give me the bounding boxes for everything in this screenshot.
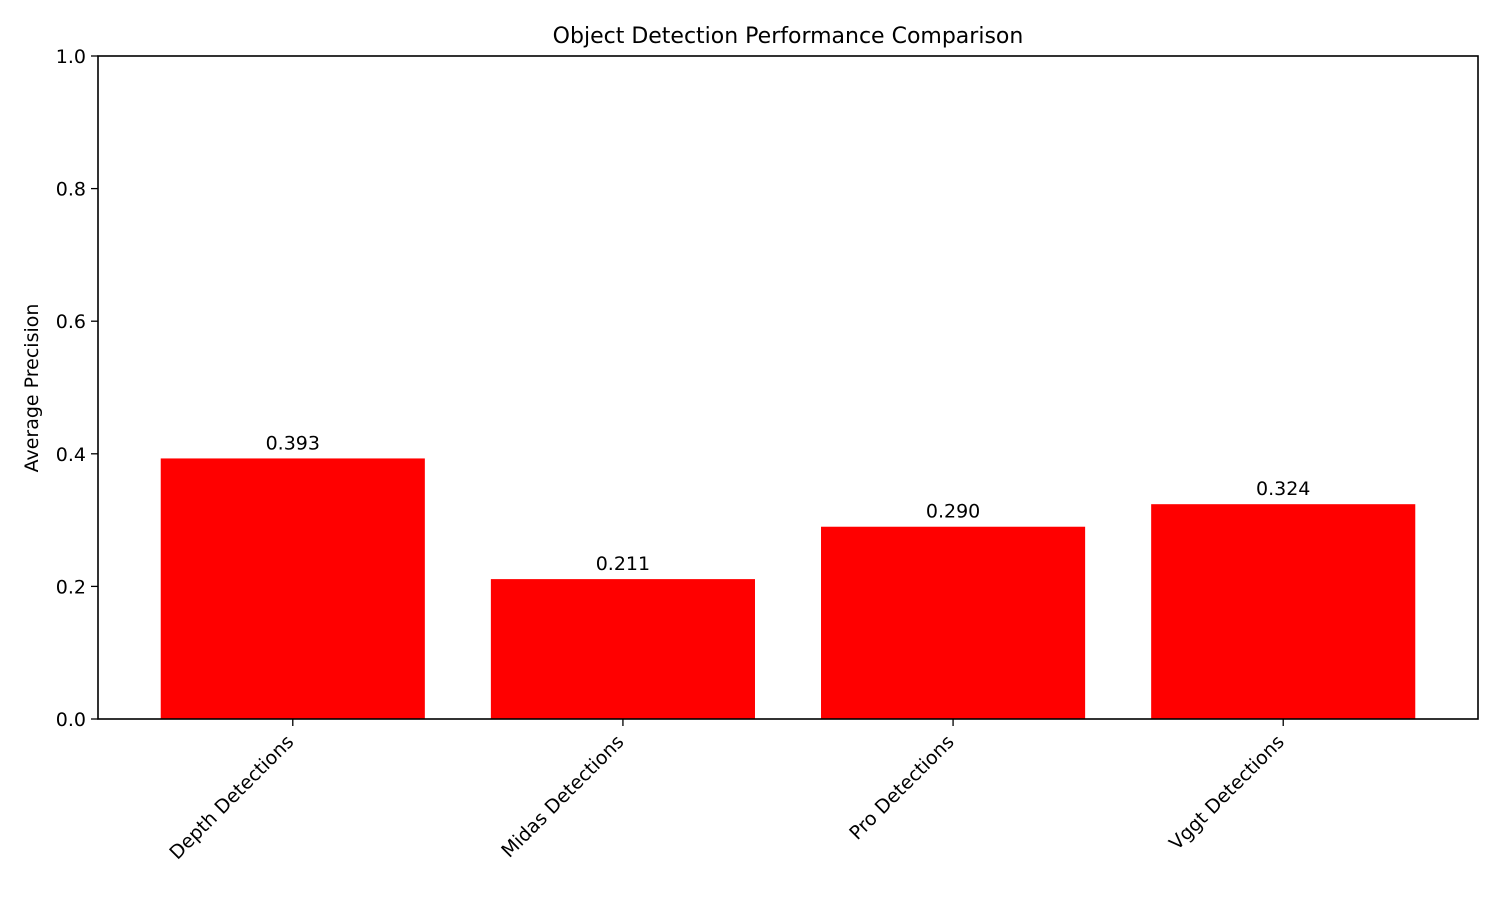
value-label: 0.324 (1256, 478, 1310, 500)
plot-frame (97, 55, 1479, 720)
y-tick-label: 0.8 (56, 179, 86, 201)
y-tick-label: 1.0 (56, 46, 86, 68)
x-tick-label: Midas Detections (497, 731, 628, 862)
x-tick-label: Vggt Detections (1165, 731, 1289, 855)
value-label: 0.393 (266, 432, 320, 454)
value-label: 0.290 (926, 501, 980, 523)
ticks-layer: Depth Detections Midas Detections Pro Dete… (56, 46, 1289, 864)
value-label: 0.211 (596, 553, 650, 575)
bar-vggt-detections (1151, 504, 1416, 719)
x-tick-label: Pro Detections (845, 731, 958, 844)
bar-midas-detections (490, 579, 755, 719)
y-axis-label: Average Precision (21, 304, 43, 473)
bar-pro-detections (821, 526, 1086, 719)
y-tick-label: 0.2 (56, 576, 86, 598)
x-tick-label: Depth Detections (165, 731, 298, 864)
y-tick-label: 0.4 (56, 444, 86, 466)
bars-layer: 0.393 0.211 0.290 0.324 (160, 432, 1416, 719)
y-tick-label: 0.0 (56, 709, 86, 731)
chart-title: Object Detection Performance Comparison (553, 24, 1024, 49)
y-tick-label: 0.6 (56, 311, 86, 333)
bar-depth-detections (160, 458, 425, 719)
